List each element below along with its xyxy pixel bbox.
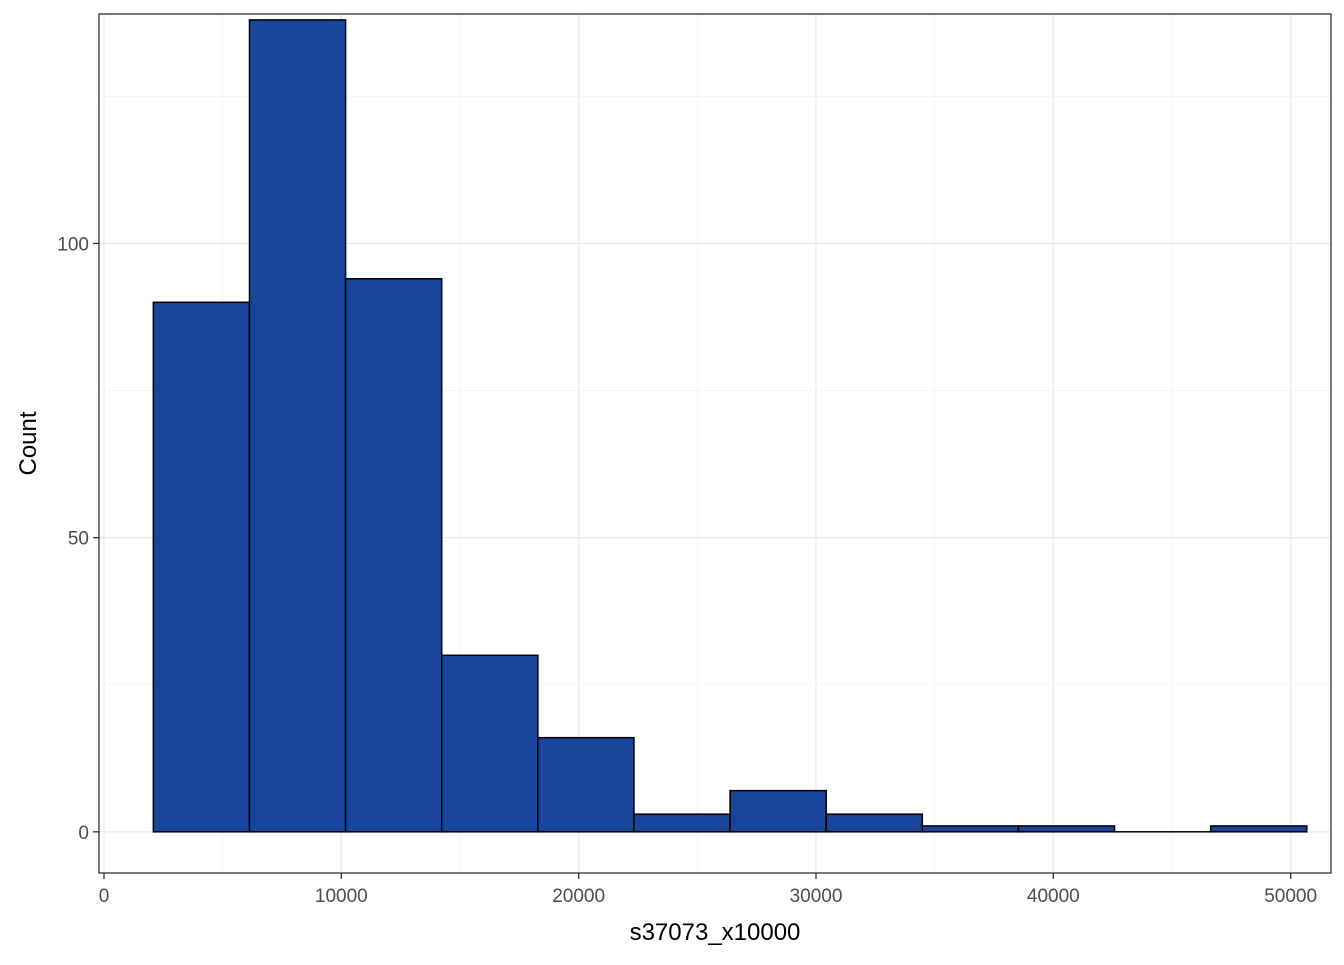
- y-axis-title: Count: [15, 411, 42, 475]
- histogram-bar-7: [730, 791, 826, 832]
- histogram-bar-12: [1211, 826, 1307, 832]
- x-tick-label: 50000: [1264, 886, 1317, 907]
- histogram-bar-5: [538, 738, 634, 832]
- histogram-bar-4: [442, 655, 538, 832]
- histogram-bar-6: [634, 814, 730, 832]
- x-tick-label: 0: [99, 886, 110, 907]
- x-tick-label: 10000: [315, 886, 368, 907]
- x-tick-label: 20000: [552, 886, 605, 907]
- histogram-bar-8: [826, 814, 922, 832]
- x-tick-label: 30000: [790, 886, 843, 907]
- y-tick-label: 100: [57, 234, 89, 255]
- y-tick-label: 0: [78, 823, 89, 844]
- histogram-bar-1: [153, 302, 249, 832]
- bars-layer: [153, 20, 1306, 832]
- histogram-bar-3: [346, 279, 442, 832]
- histogram-bar-2: [249, 20, 345, 832]
- histogram-bar-9: [922, 826, 1018, 832]
- x-axis-title: s37073_x10000: [630, 919, 801, 946]
- x-tick-label: 40000: [1027, 886, 1080, 907]
- histogram-bar-10: [1018, 826, 1114, 832]
- y-tick-label: 50: [68, 529, 89, 550]
